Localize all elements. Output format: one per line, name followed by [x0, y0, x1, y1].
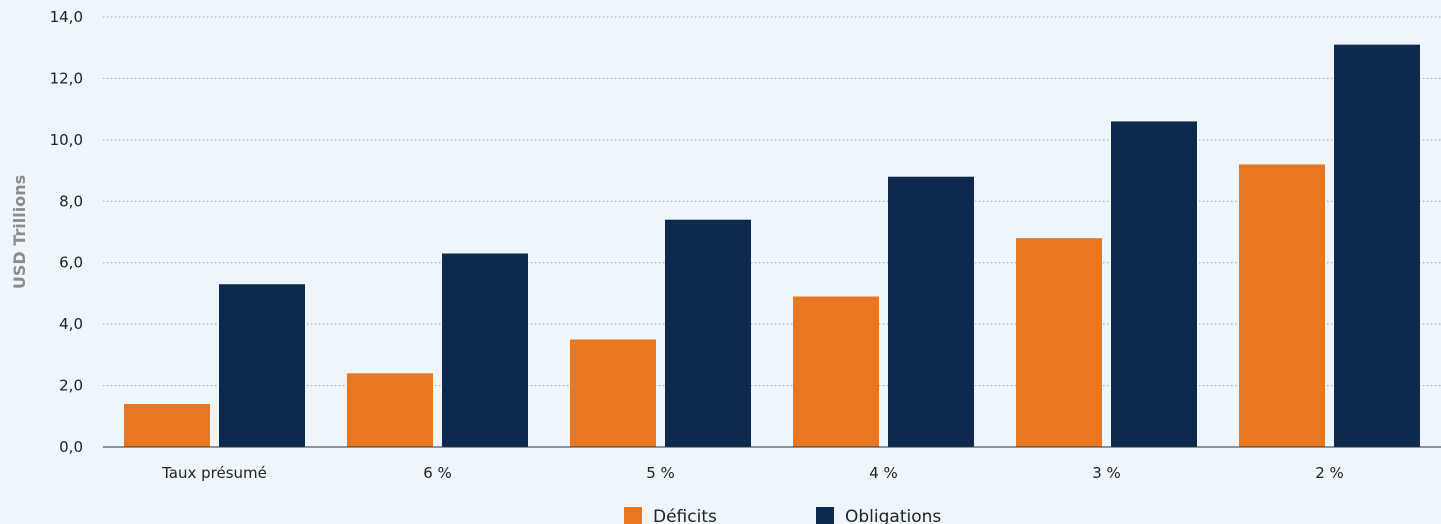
legend-swatch [624, 507, 642, 524]
x-tick-label: 2 % [1315, 464, 1344, 482]
bar-deficits [1016, 238, 1102, 447]
bar-deficits [570, 339, 656, 447]
gridlines [103, 16, 1441, 387]
x-tick-label: 3 % [1092, 464, 1121, 482]
x-tick-label: Taux présumé [161, 464, 267, 482]
y-axis-label: USD Trillions [10, 175, 29, 289]
bar-obligations [442, 253, 528, 447]
legend-label: Déficits [653, 507, 717, 524]
x-tick-label: 6 % [423, 464, 452, 482]
x-axis-ticks: Taux présumé 6 % 5 % 4 % 3 % 2 % [161, 464, 1344, 482]
legend-item: Déficits [624, 507, 717, 524]
bar-obligations [888, 176, 974, 447]
y-tick-label: 14,0 [50, 8, 83, 26]
bar-obligations [1111, 121, 1197, 447]
y-tick-label: 0,0 [59, 438, 83, 456]
bar-deficits [124, 404, 210, 447]
bar-obligations [1334, 44, 1420, 448]
bar-deficits [793, 296, 879, 447]
legend-swatch [816, 507, 834, 524]
y-tick-label: 8,0 [59, 192, 83, 210]
bar-deficits [1239, 164, 1325, 447]
y-tick-label: 12,0 [50, 69, 83, 87]
x-tick-label: 4 % [869, 464, 898, 482]
y-tick-label: 6,0 [59, 254, 83, 272]
bar-obligations [219, 284, 305, 447]
y-tick-label: 10,0 [50, 131, 83, 149]
bars [124, 44, 1420, 448]
y-tick-label: 2,0 [59, 377, 83, 395]
bar-obligations [665, 219, 751, 447]
legend-label: Obligations [845, 507, 941, 524]
y-axis-ticks: 0,0 2,0 4,0 6,0 8,0 10,0 12,0 14,0 [50, 8, 83, 456]
legend-item: Obligations [816, 507, 941, 524]
y-tick-label: 4,0 [59, 315, 83, 333]
legend: Déficits Obligations [624, 507, 941, 524]
x-tick-label: 5 % [646, 464, 675, 482]
bar-deficits [347, 373, 433, 447]
